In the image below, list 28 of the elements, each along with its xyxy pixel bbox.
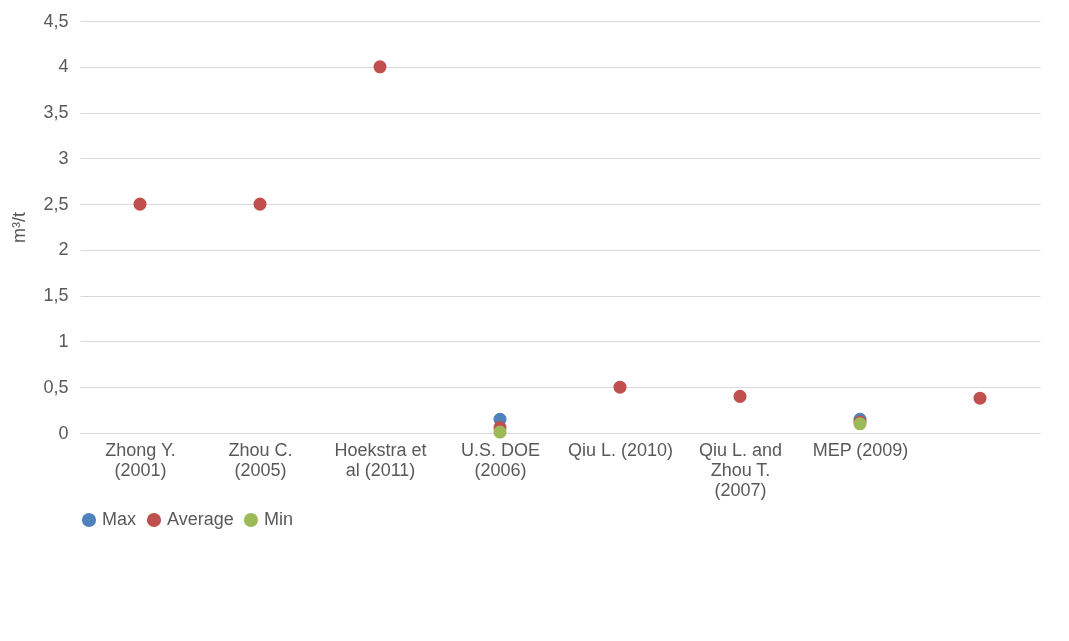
x-tick-label: MEP (2009) <box>812 439 909 460</box>
legend-label: Min <box>264 509 294 529</box>
point <box>373 60 387 74</box>
y-tick-label: 2 <box>58 239 69 260</box>
x-tick-label: Hoekstra et al (2011) <box>334 439 427 480</box>
y-tick-label: 3,5 <box>43 102 69 123</box>
y-tick-label: 1,5 <box>43 285 69 306</box>
x-tick-label: Zhong Y. (2001) <box>105 439 176 480</box>
y-axis-title: m³/t <box>9 212 30 243</box>
point <box>733 389 747 403</box>
point <box>493 425 507 439</box>
y-tick-label: 2,5 <box>43 193 69 214</box>
x-tick-label: Qiu L. (2010) <box>567 439 674 460</box>
y-tick-label: 3 <box>58 147 69 168</box>
point <box>613 380 627 394</box>
legend-label: Average <box>167 509 234 529</box>
legend-label: Max <box>102 509 137 529</box>
y-tick-label: 0,5 <box>43 376 69 397</box>
x-tick-label: U.S. DOE (2006) <box>460 439 541 480</box>
x-tick-label: Qiu L. and Zhou T. (2007) <box>698 439 783 500</box>
y-tick-label: 4 <box>58 56 69 77</box>
x-tick-label: Zhou C. (2005) <box>228 439 293 480</box>
point <box>133 197 147 211</box>
point <box>253 197 267 211</box>
y-tick-label: 4,5 <box>43 10 69 31</box>
y-tick-label: 1 <box>58 330 69 351</box>
point <box>973 391 987 405</box>
y-tick-label: 0 <box>58 422 69 443</box>
